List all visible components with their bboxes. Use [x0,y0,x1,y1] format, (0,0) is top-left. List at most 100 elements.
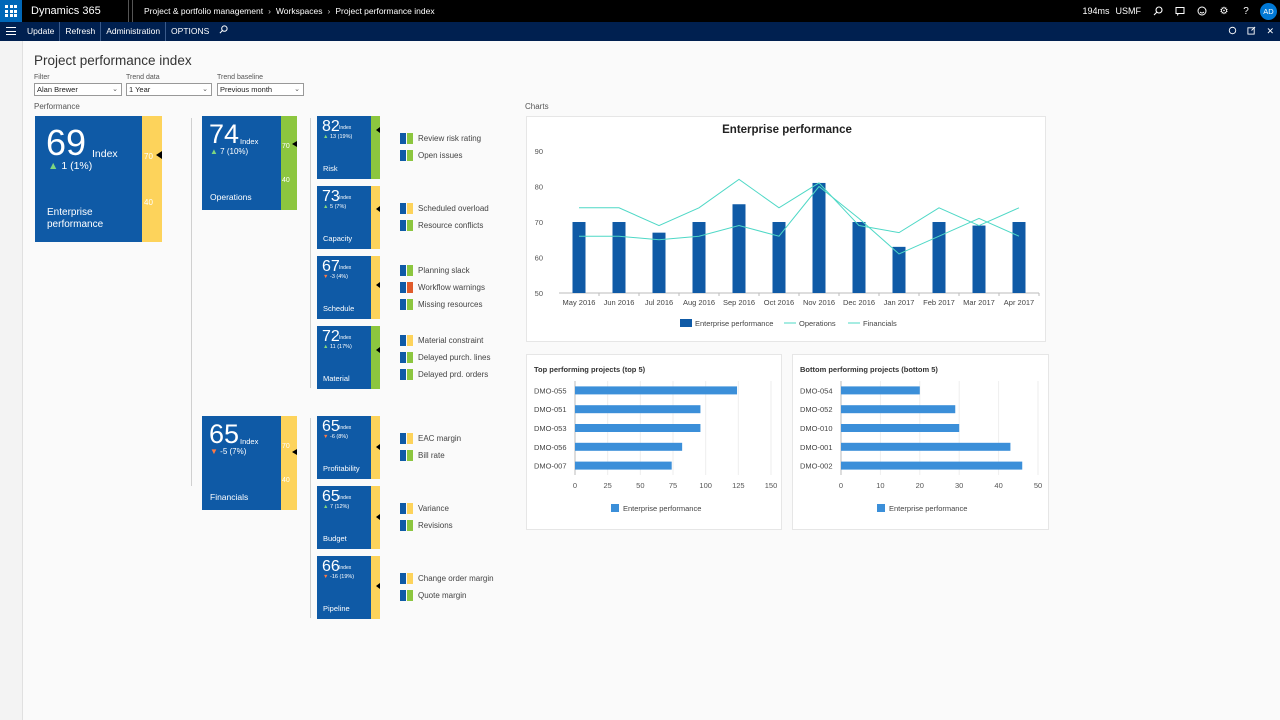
tile-gauge [371,256,380,319]
kpi-item[interactable]: Revisions [400,520,453,531]
kpi-item[interactable]: Material constraint [400,335,483,346]
kpi-item[interactable]: Review risk rating [400,133,481,144]
kpi-item[interactable]: Scheduled overload [400,203,489,214]
kpi-item[interactable]: Variance [400,503,449,514]
enterprise-performance-tile[interactable]: 69 Index ▲ 1 (1%) Enterprise performance [35,116,162,242]
kpi-item[interactable]: Resource conflicts [400,220,483,231]
tile-delta: ▼ -3 (4%) [323,274,348,280]
profitability-tile[interactable]: 65 Index ▼ -6 (8%) Profitability [317,416,380,479]
x-tick-label: Nov 2016 [803,298,835,307]
app-name[interactable]: Dynamics 365 [31,5,101,17]
tile-value: 65 [322,418,340,435]
refresh-circle-icon[interactable] [1228,26,1237,37]
tile-name-line: performance [47,219,104,230]
kpi-label: EAC margin [418,434,462,443]
administration-button[interactable]: Administration [101,22,167,41]
kpi-item[interactable]: Workflow warnings [400,282,485,293]
y-tick-label: DMO-052 [800,405,833,414]
bar [612,222,626,293]
bar [1012,222,1026,293]
chevron-down-icon: ⌄ [202,86,208,93]
perf-timer: 194ms [1082,6,1110,16]
company-picker[interactable]: USMF [1115,6,1142,16]
tile-index-label: Index [339,565,352,571]
search-icon[interactable] [214,22,233,41]
chevron-right-icon: › [268,6,271,16]
y-tick-label: DMO-055 [534,386,567,395]
trend-baseline-value: Previous month [220,85,273,94]
budget-tile[interactable]: 65 Index ▲ 7 (12%) Budget [317,486,380,549]
kpi-status-swatch [407,282,413,293]
pipeline-tile[interactable]: 66 Index ▼ -16 (19%) Pipeline [317,556,380,619]
x-tick-label: 125 [732,481,745,490]
smiley-icon[interactable] [1191,0,1213,22]
breadcrumb-item[interactable]: Project performance index [335,6,435,16]
gauge-low-label: 40 [282,477,290,484]
tree-connector [310,118,311,388]
kpi-item[interactable]: Delayed purch. lines [400,352,490,363]
kpi-item[interactable]: Quote margin [400,590,466,601]
open-in-new-window-icon[interactable] [1247,26,1256,37]
close-icon[interactable]: ✕ [1266,26,1274,36]
risk-tile[interactable]: 82 Index ▲ 13 (19%) Risk [317,116,380,179]
y-tick-label: DMO-053 [534,424,567,433]
tile-delta-value: 11 (17%) [328,344,352,350]
schedule-tile[interactable]: 67 Index ▼ -3 (4%) Schedule [317,256,380,319]
kpi-item[interactable]: EAC margin [400,433,461,444]
gauge-marker [292,449,297,455]
app-launcher-icon[interactable] [0,0,22,22]
tile-delta: ▼ -16 (19%) [323,574,354,580]
update-button[interactable]: Update [22,22,61,41]
gauge-high-label: 70 [282,443,290,450]
divider [132,0,133,22]
gauge-marker [376,583,380,589]
action-pane: Update Refresh Administration OPTIONS ✕ [0,22,1280,41]
bar [841,461,1023,470]
trend-up-icon: ▲ [323,204,329,210]
x-tick-label: 50 [636,481,644,490]
kpi-item[interactable]: Delayed prd. orders [400,369,488,380]
tile-gauge [371,186,380,249]
tile-delta: ▲ 13 (19%) [323,134,352,140]
kpi-label: Material constraint [418,336,484,345]
breadcrumb-item[interactable]: Project & portfolio management [144,6,264,16]
user-avatar[interactable]: AD [1260,2,1277,20]
tile-delta-value: -3 (4%) [328,274,349,280]
trend-baseline-label: Trend baseline [217,74,264,81]
hamburger-menu-icon[interactable] [6,27,16,38]
search-icon[interactable] [1147,0,1169,22]
kpi-item[interactable]: Open issues [400,150,462,161]
kpi-status-swatch [407,203,413,214]
kpi-item[interactable]: Change order margin [400,573,494,584]
gauge-marker [376,206,380,212]
kpi-status-swatch [407,265,413,276]
kpi-label: Bill rate [418,451,445,460]
tile-delta: ▼ -5 (7%) [210,447,246,456]
bar [841,386,920,395]
x-tick-label: 30 [955,481,963,490]
material-tile[interactable]: 72 Index ▲ 11 (17%) Material [317,326,380,389]
gauge-marker [376,282,380,288]
legend-label: Enterprise performance [889,504,967,513]
kpi-item[interactable]: Missing resources [400,299,482,310]
y-tick-label: 80 [535,183,543,192]
kpi-status-swatch [407,450,413,461]
trend-baseline-dropdown[interactable]: Previous month ⌄ [217,83,304,96]
tile-value: 72 [322,328,340,345]
options-button[interactable]: OPTIONS [171,26,210,36]
filter-dropdown[interactable]: Alan Brewer ⌄ [34,83,122,96]
capacity-tile[interactable]: 73 Index ▲ 5 (7%) Capacity [317,186,380,249]
kpi-item[interactable]: Planning slack [400,265,470,276]
breadcrumb-item[interactable]: Workspaces [275,6,323,16]
x-tick-label: 40 [994,481,1002,490]
trend-up-icon: ▲ [323,134,329,140]
tile-name: Operations [210,192,252,202]
trend-data-dropdown[interactable]: 1 Year ⌄ [126,83,212,96]
settings-gear-icon[interactable]: ⚙ [1219,5,1229,17]
refresh-button[interactable]: Refresh [60,22,102,41]
bar [692,222,706,293]
message-icon[interactable] [1169,0,1191,22]
help-icon[interactable]: ? [1243,5,1249,17]
kpi-label: Revisions [418,521,453,530]
kpi-item[interactable]: Bill rate [400,450,445,461]
